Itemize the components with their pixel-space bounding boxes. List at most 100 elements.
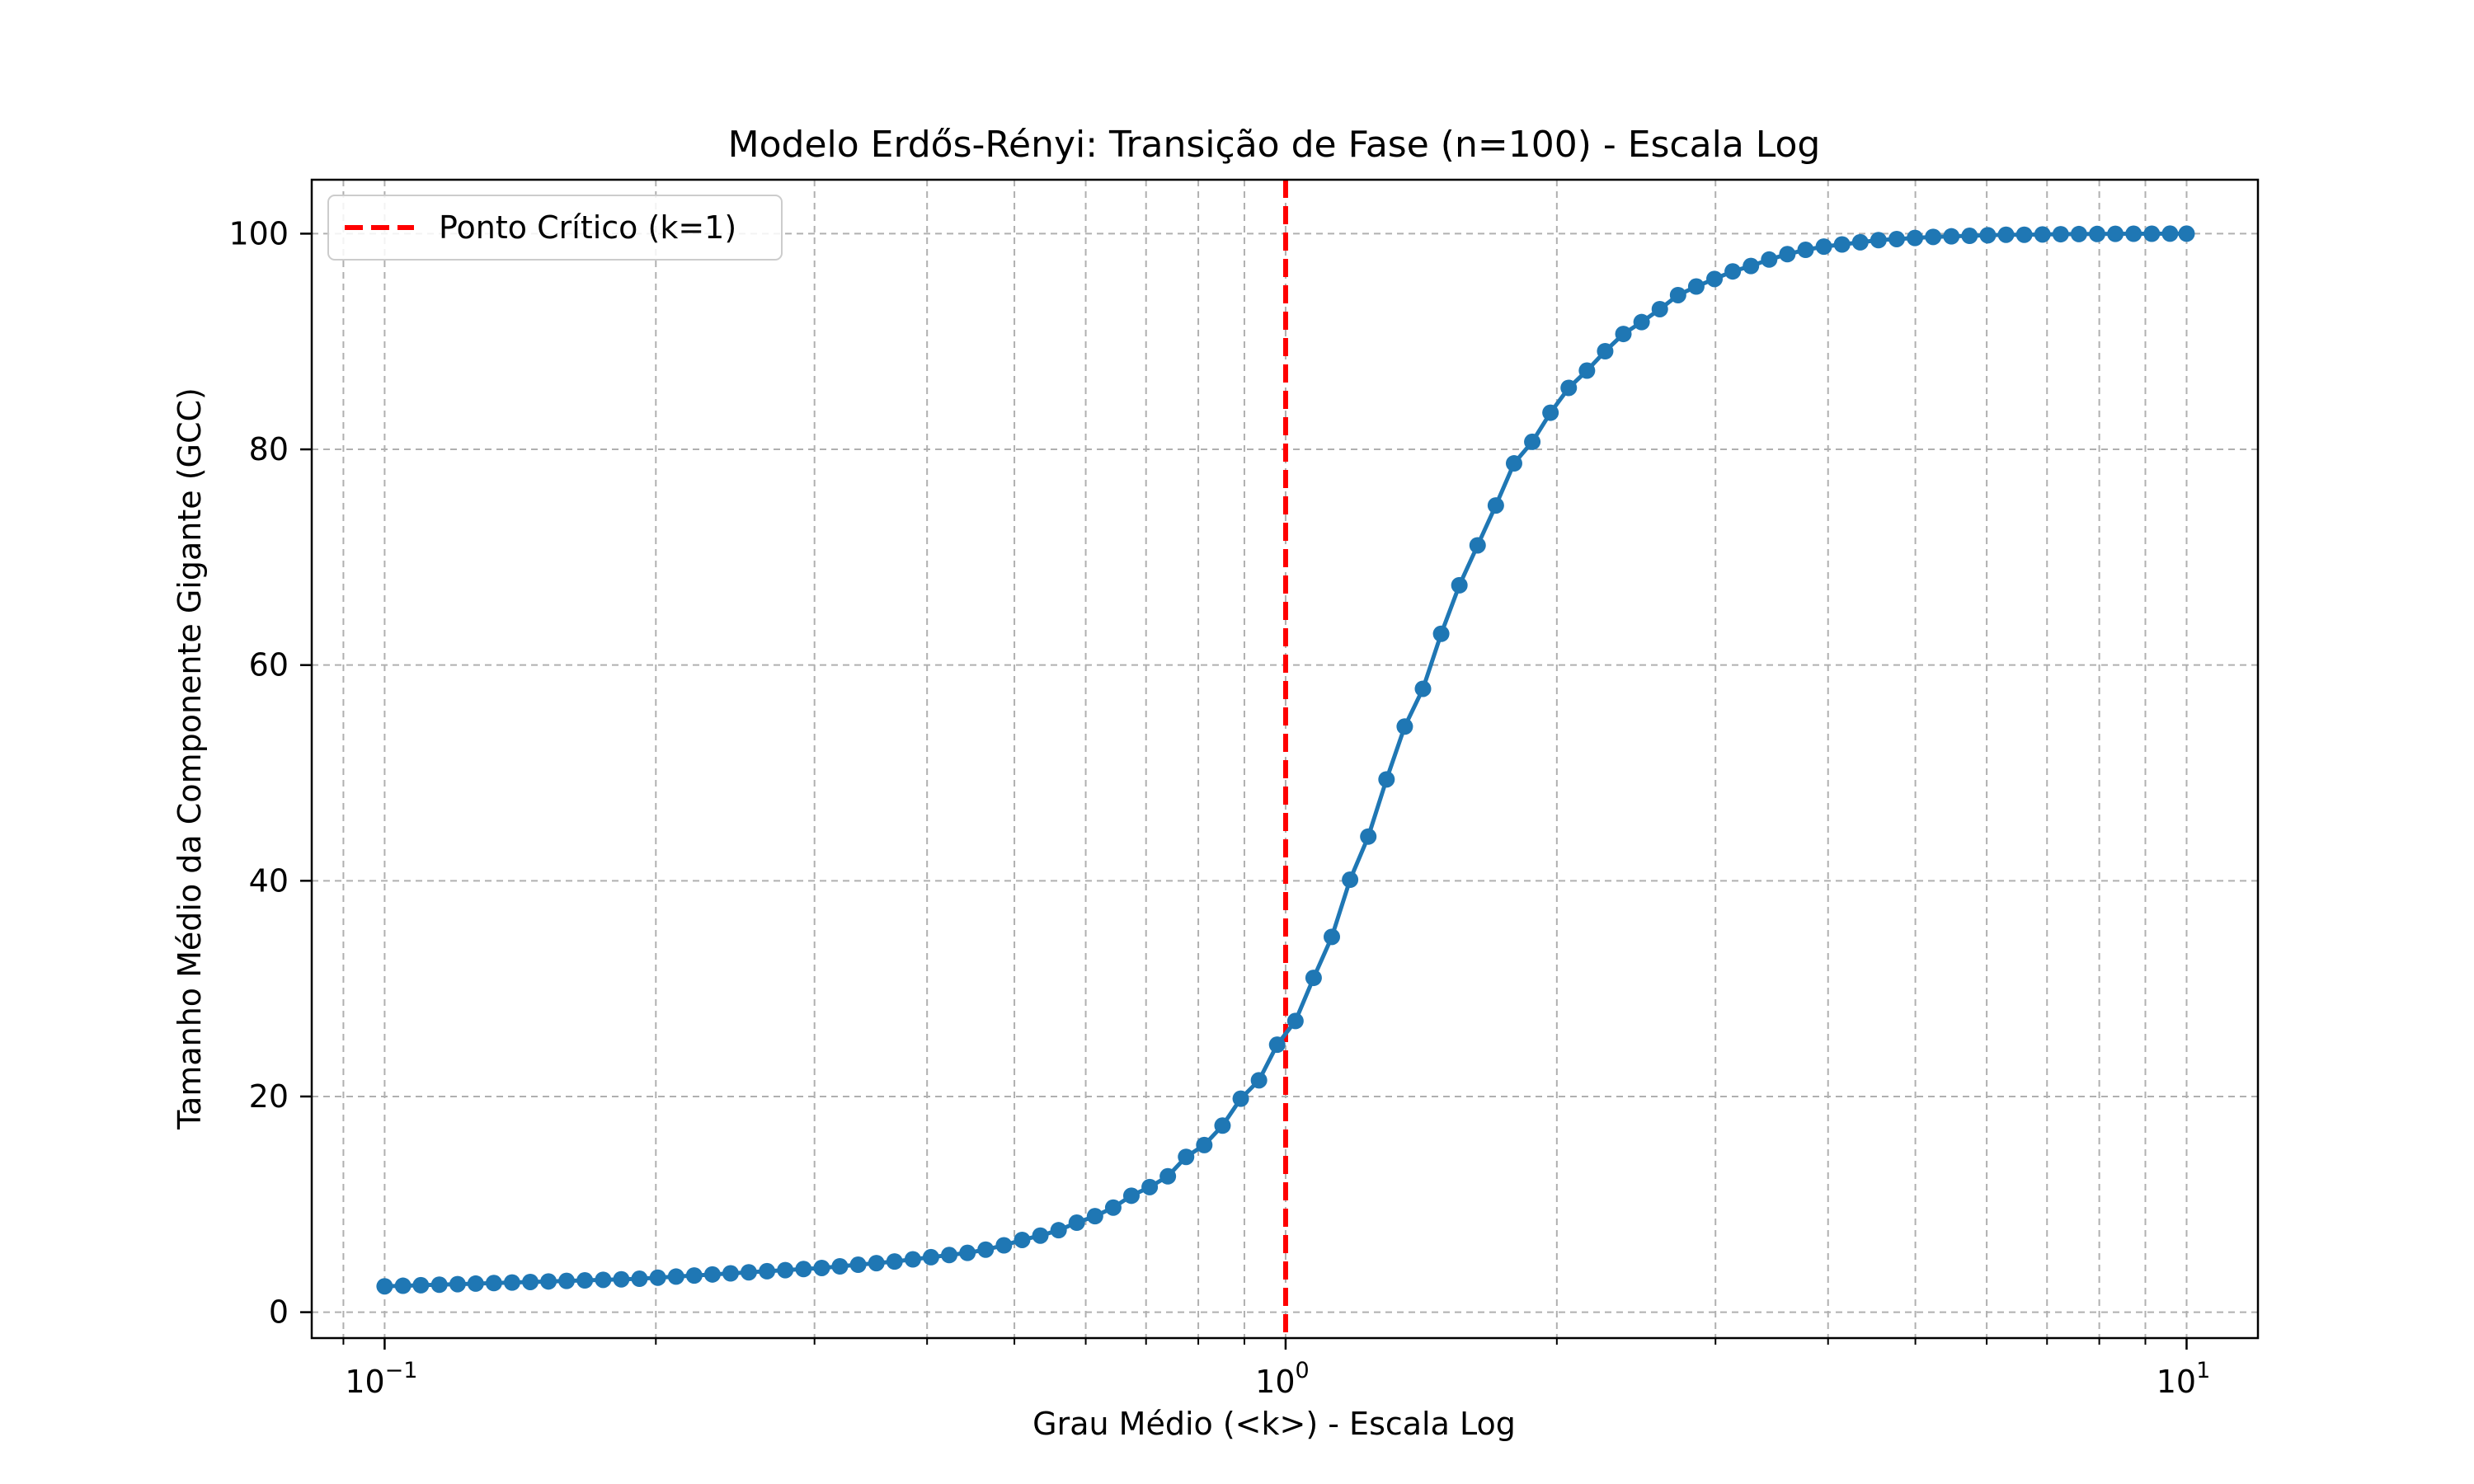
data-point <box>1779 246 1796 263</box>
y-tick-label: 60 <box>249 647 289 683</box>
y-tick-labels: 0 20 40 60 80 100 <box>228 215 289 1330</box>
legend: Ponto Crítico (k=1) <box>327 195 783 261</box>
data-point <box>1888 230 1905 247</box>
series <box>376 225 2195 1295</box>
data-point <box>2161 225 2179 242</box>
data-point <box>1633 313 1650 331</box>
data-point <box>613 1270 630 1288</box>
data-point <box>1068 1214 1085 1232</box>
data-point <box>1724 263 1742 280</box>
data-point <box>2034 226 2051 243</box>
data-point <box>1870 232 1887 249</box>
data-point <box>777 1261 794 1279</box>
data-point <box>1925 228 1942 246</box>
data-point <box>1961 228 1978 245</box>
data-point <box>1360 828 1377 845</box>
data-point <box>631 1270 648 1288</box>
legend-box <box>327 195 783 261</box>
y-tick-label: 100 <box>228 215 289 251</box>
data-point <box>394 1277 412 1294</box>
axes <box>300 178 2260 1350</box>
data-point <box>1104 1199 1122 1216</box>
data-point <box>1505 455 1522 472</box>
data-point <box>576 1272 594 1289</box>
data-point <box>1851 233 1869 251</box>
data-point <box>522 1273 539 1290</box>
x-tick-label: 101 <box>2157 1358 2211 1400</box>
data-point <box>1487 497 1504 514</box>
data-point <box>2125 225 2142 242</box>
data-point <box>376 1278 393 1295</box>
data-point <box>485 1275 502 1292</box>
data-point <box>2015 226 2033 243</box>
data-point <box>449 1275 466 1293</box>
data-point <box>685 1267 703 1284</box>
data-point <box>849 1256 867 1274</box>
data-point <box>1815 238 1832 256</box>
data-point <box>904 1251 921 1268</box>
data-point <box>1414 680 1432 697</box>
data-point <box>1761 251 1778 268</box>
y-tick-label: 80 <box>249 431 289 467</box>
data-point <box>1305 970 1322 987</box>
data-point <box>1469 537 1486 554</box>
data-point <box>1432 625 1450 642</box>
data-point <box>2178 225 2195 242</box>
plot-frame <box>310 178 2260 1340</box>
data-point <box>1050 1222 1067 1239</box>
data-point <box>868 1255 885 1272</box>
data-point <box>1268 1036 1286 1054</box>
data-point <box>795 1261 812 1278</box>
data-point <box>595 1271 612 1289</box>
data-point <box>1560 379 1578 397</box>
data-point <box>2070 225 2087 242</box>
data-point <box>1943 228 1960 245</box>
y-axis-label: Tamanho Médio da Componente Gigante (GCC… <box>172 387 208 1130</box>
data-point <box>995 1237 1013 1254</box>
data-point <box>649 1269 666 1286</box>
data-point <box>2089 225 2106 242</box>
data-point <box>412 1276 430 1294</box>
data-point <box>1286 1012 1304 1030</box>
data-point <box>1997 226 2015 243</box>
data-point <box>1178 1148 1195 1166</box>
data-point <box>1396 718 1413 735</box>
data-point <box>540 1273 557 1290</box>
data-point <box>467 1275 484 1292</box>
data-point <box>1687 278 1705 295</box>
data-point <box>2052 226 2069 243</box>
data-point <box>922 1248 939 1266</box>
data-point <box>667 1268 684 1285</box>
data-point <box>430 1276 448 1294</box>
grid <box>312 180 2258 1338</box>
data-point <box>759 1262 776 1280</box>
legend-label-ponto-critico: Ponto Crítico (k=1) <box>439 209 736 246</box>
x-tick-labels: 10−1 100 101 <box>345 1358 2210 1400</box>
data-point <box>941 1247 958 1264</box>
data-point <box>1014 1231 1031 1248</box>
data-point <box>1451 576 1468 594</box>
data-point <box>722 1265 739 1282</box>
data-point <box>1324 928 1341 946</box>
data-point <box>1086 1208 1103 1225</box>
data-point <box>977 1241 995 1258</box>
data-point <box>886 1253 903 1270</box>
data-point <box>1196 1136 1213 1153</box>
data-point <box>1651 300 1668 317</box>
x-tick-label: 100 <box>1255 1358 1310 1400</box>
data-point <box>1979 227 1997 244</box>
data-point <box>831 1258 849 1275</box>
data-point <box>1232 1090 1249 1107</box>
data-point <box>1032 1227 1049 1244</box>
data-point <box>1833 236 1851 253</box>
data-point <box>1907 229 1924 247</box>
x-axis-label: Grau Médio (<k>) - Escala Log <box>1032 1406 1516 1442</box>
data-point <box>1214 1117 1231 1134</box>
data-point <box>1250 1072 1268 1089</box>
chart-title: Modelo Erdős-Rényi: Transição de Fase (n… <box>728 124 1821 166</box>
data-point <box>1378 771 1395 788</box>
data-point <box>2143 225 2161 242</box>
data-point <box>1524 433 1541 450</box>
data-point <box>703 1266 721 1283</box>
